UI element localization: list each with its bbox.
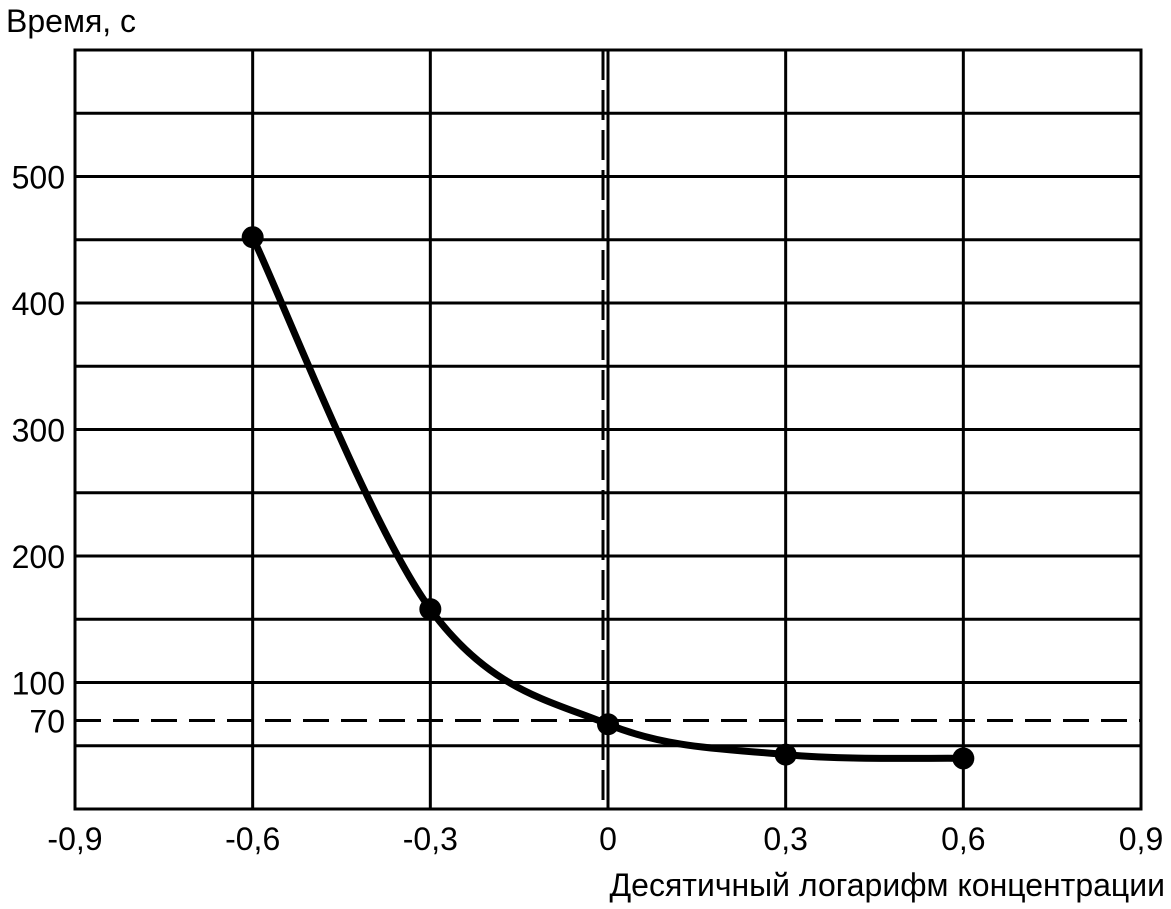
- y-axis-title: Время, с: [6, 3, 136, 39]
- grid: [75, 50, 1141, 809]
- data-point: [597, 713, 619, 736]
- x-tick-label: 0,6: [941, 821, 985, 857]
- data-point: [774, 743, 797, 766]
- x-tick-label: -0,6: [225, 821, 280, 857]
- data-point: [952, 747, 975, 770]
- y-tick-label: 100: [12, 666, 65, 702]
- data-point: [419, 598, 442, 621]
- y-tick-label: 70: [29, 703, 65, 739]
- data-point: [241, 226, 264, 249]
- y-tick-label: 300: [12, 413, 65, 449]
- x-tick-label: -0,9: [47, 821, 102, 857]
- y-tick-label: 200: [12, 539, 65, 575]
- x-tick-label: 0: [599, 821, 617, 857]
- series-line: [249, 233, 967, 762]
- x-tick-label: 0,9: [1119, 821, 1163, 857]
- x-axis-title: Десятичный логарифм концентрации: [609, 867, 1165, 903]
- x-tick-label: -0,3: [403, 821, 458, 857]
- plot-frame: [73, 48, 1143, 811]
- y-tick-label: 400: [12, 286, 65, 322]
- x-tick-label: 0,3: [763, 821, 807, 857]
- y-tick-label: 500: [12, 160, 65, 196]
- series: [241, 226, 975, 770]
